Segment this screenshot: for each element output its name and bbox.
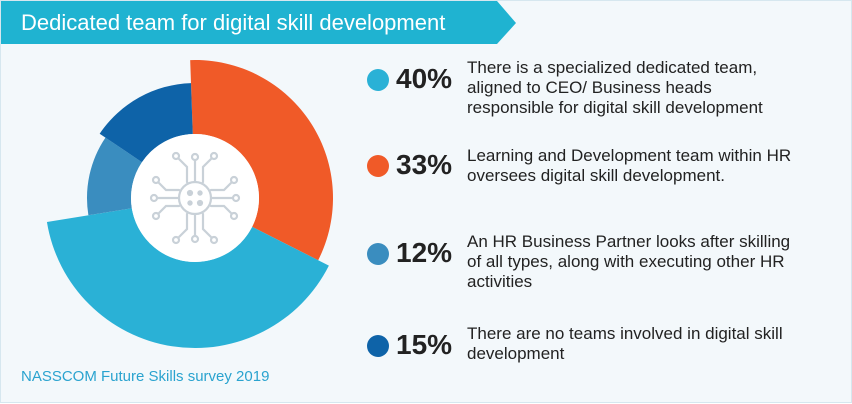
legend-dot-no-teams [367,335,389,357]
title-banner [1,1,516,44]
circuit-chip-icon [149,151,241,245]
legend-dot-hr-partner [367,243,389,265]
donut-hole [131,134,259,262]
legend-percent-no-teams: 15% [396,329,453,360]
legend-percent-dedicated-team: 40% [396,63,453,94]
slice-ld-team [190,60,333,261]
legend-label-ld-team: Learning and Development team within HR … [467,146,792,185]
legend-percent-ld-team: 33% [396,149,453,180]
legend-label-dedicated-team: There is a specialized dedicated team, a… [467,58,763,117]
legend-label-no-teams: There are no teams involved in digital s… [467,324,783,363]
source-note: NASSCOM Future Skills survey 2019 [21,368,270,385]
chart-title: Dedicated team for digital skill develop… [21,10,446,35]
slice-no-teams [99,83,193,163]
legend-dot-ld-team [367,155,389,177]
legend-dot-dedicated-team [367,69,389,91]
donut-slices [46,60,333,349]
legend-label-hr-partner: An HR Business Partner looks after skill… [467,232,791,291]
legend-percent-hr-partner: 12% [396,237,453,268]
slice-dedicated-team [46,208,329,349]
slice-hr-partner [86,137,142,216]
donut-chart [46,60,333,349]
